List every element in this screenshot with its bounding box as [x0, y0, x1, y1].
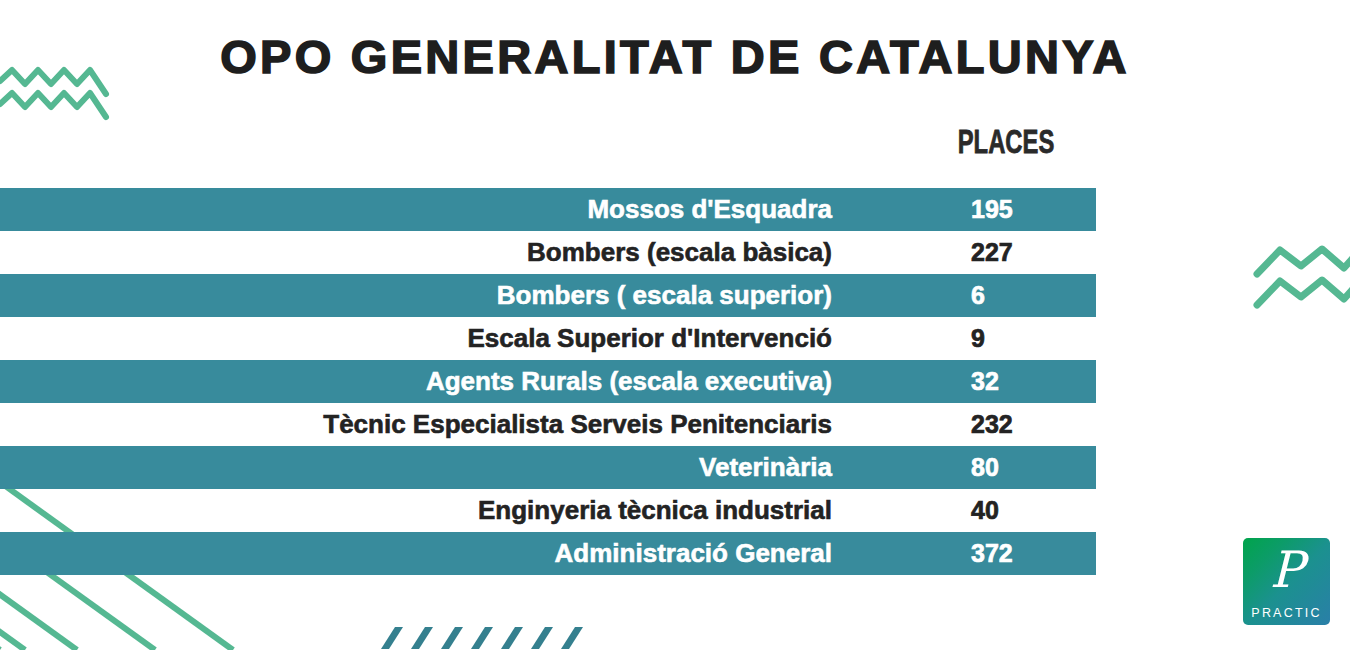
table-row: Bombers (escala bàsica) 227: [0, 231, 1096, 274]
places-table: Mossos d'Esquadra 195 Bombers (escala bàsi…: [0, 188, 1096, 575]
row-value: 32: [971, 367, 999, 396]
row-label: Administració General: [0, 538, 832, 569]
chevron-decoration-right: [1248, 240, 1350, 310]
row-label: Tècnic Especialista Serveis Penitenciari…: [0, 409, 832, 440]
logo-initial: P: [1270, 545, 1304, 595]
zigzag-decoration-top-left: [0, 62, 112, 124]
table-row: Tècnic Especialista Serveis Penitenciari…: [0, 403, 1096, 446]
slash-decoration: [375, 622, 585, 650]
row-value: 227: [971, 238, 1013, 267]
table-row: Agents Rurals (escala executiva) 32: [0, 360, 1096, 403]
row-label: Bombers ( escala superior): [0, 280, 832, 311]
table-row: Veterinària 80: [0, 446, 1096, 489]
row-value: 40: [971, 496, 999, 525]
row-value: 195: [971, 195, 1013, 224]
row-label: Veterinària: [0, 452, 832, 483]
row-value: 372: [971, 539, 1013, 568]
column-header-places: PLACES: [936, 124, 1076, 158]
page-title: OPO GENERALITAT DE CATALUNYA: [0, 33, 1350, 80]
row-value: 232: [971, 410, 1013, 439]
row-value: 80: [971, 453, 999, 482]
row-value: 9: [971, 324, 985, 353]
table-row: Enginyeria tècnica industrial 40: [0, 489, 1096, 532]
table-row: Bombers ( escala superior) 6: [0, 274, 1096, 317]
row-label: Enginyeria tècnica industrial: [0, 495, 832, 526]
practic-logo: P PRACTIC: [1243, 538, 1330, 625]
table-row: Mossos d'Esquadra 195: [0, 188, 1096, 231]
row-label: Escala Superior d'Intervenció: [0, 323, 832, 354]
table-row: Administració General 372: [0, 532, 1096, 575]
row-label: Bombers (escala bàsica): [0, 237, 832, 268]
row-label: Mossos d'Esquadra: [0, 194, 832, 225]
logo-name: PRACTIC: [1251, 606, 1321, 620]
row-label: Agents Rurals (escala executiva): [0, 366, 832, 397]
table-row: Escala Superior d'Intervenció 9: [0, 317, 1096, 360]
row-value: 6: [971, 281, 985, 310]
